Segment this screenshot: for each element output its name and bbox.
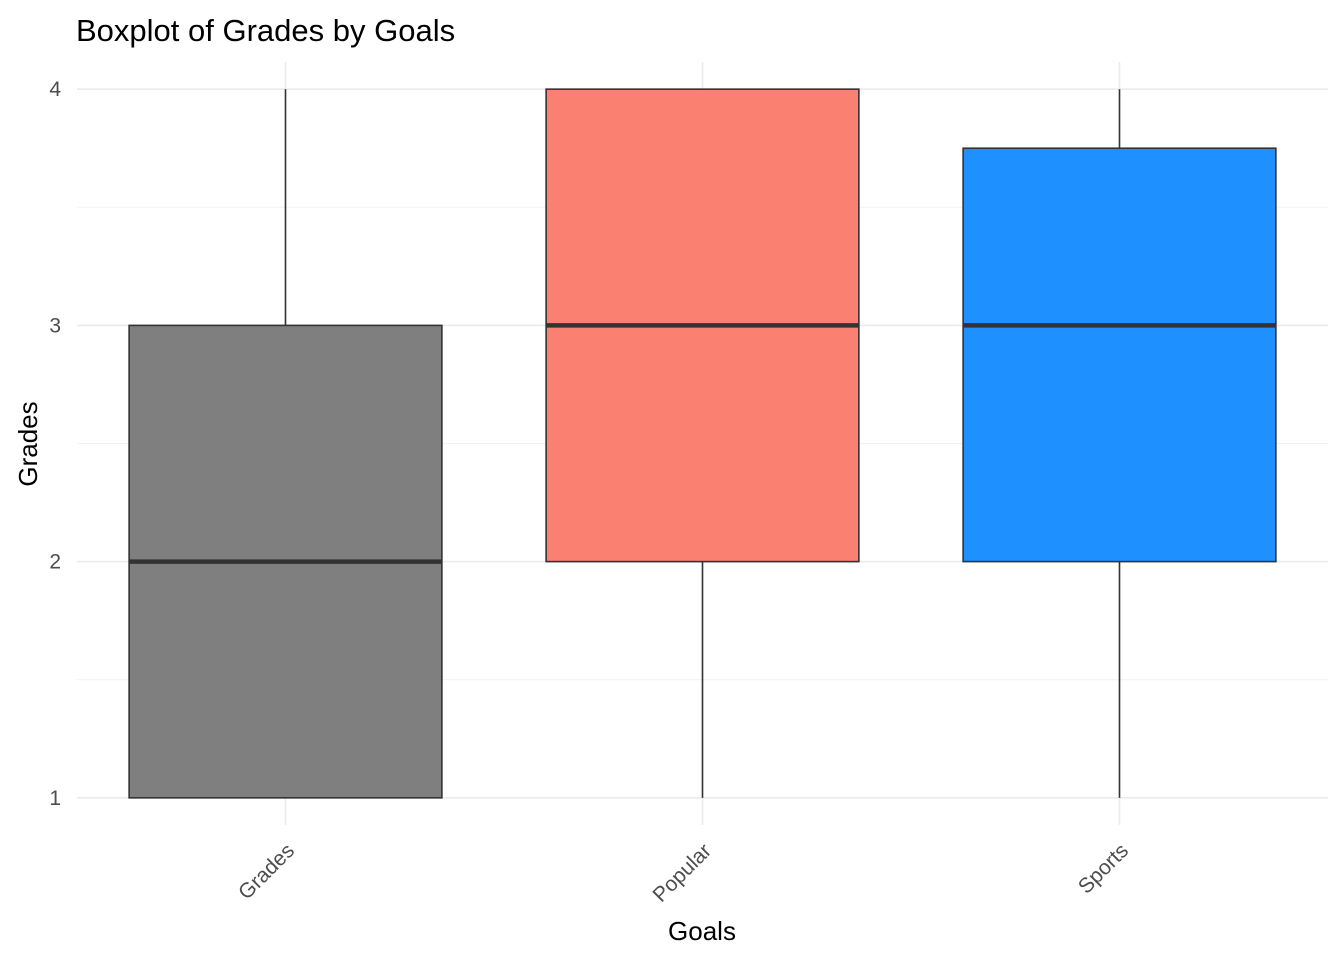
iqr-box [962,147,1277,563]
chart-title: Boxplot of Grades by Goals [76,13,455,48]
y-tick-label: 4 [49,78,61,101]
x-tick-label: Grades [234,839,299,904]
y-tick-label: 2 [49,551,61,574]
box-grades [128,89,443,799]
box-popular [545,88,860,798]
y-tick-label: 1 [49,787,61,810]
x-tick-label: Popular [649,839,716,906]
y-axis-title: Grades [13,401,43,486]
y-axis-ticks: 1 2 3 4 [49,78,61,810]
x-axis-ticks: Grades Popular Sports [234,839,1133,906]
x-tick-label: Sports [1074,839,1133,898]
x-axis-title: Goals [668,916,736,946]
box-sports [962,89,1277,798]
boxes [128,88,1277,799]
y-tick-label: 3 [49,314,61,337]
